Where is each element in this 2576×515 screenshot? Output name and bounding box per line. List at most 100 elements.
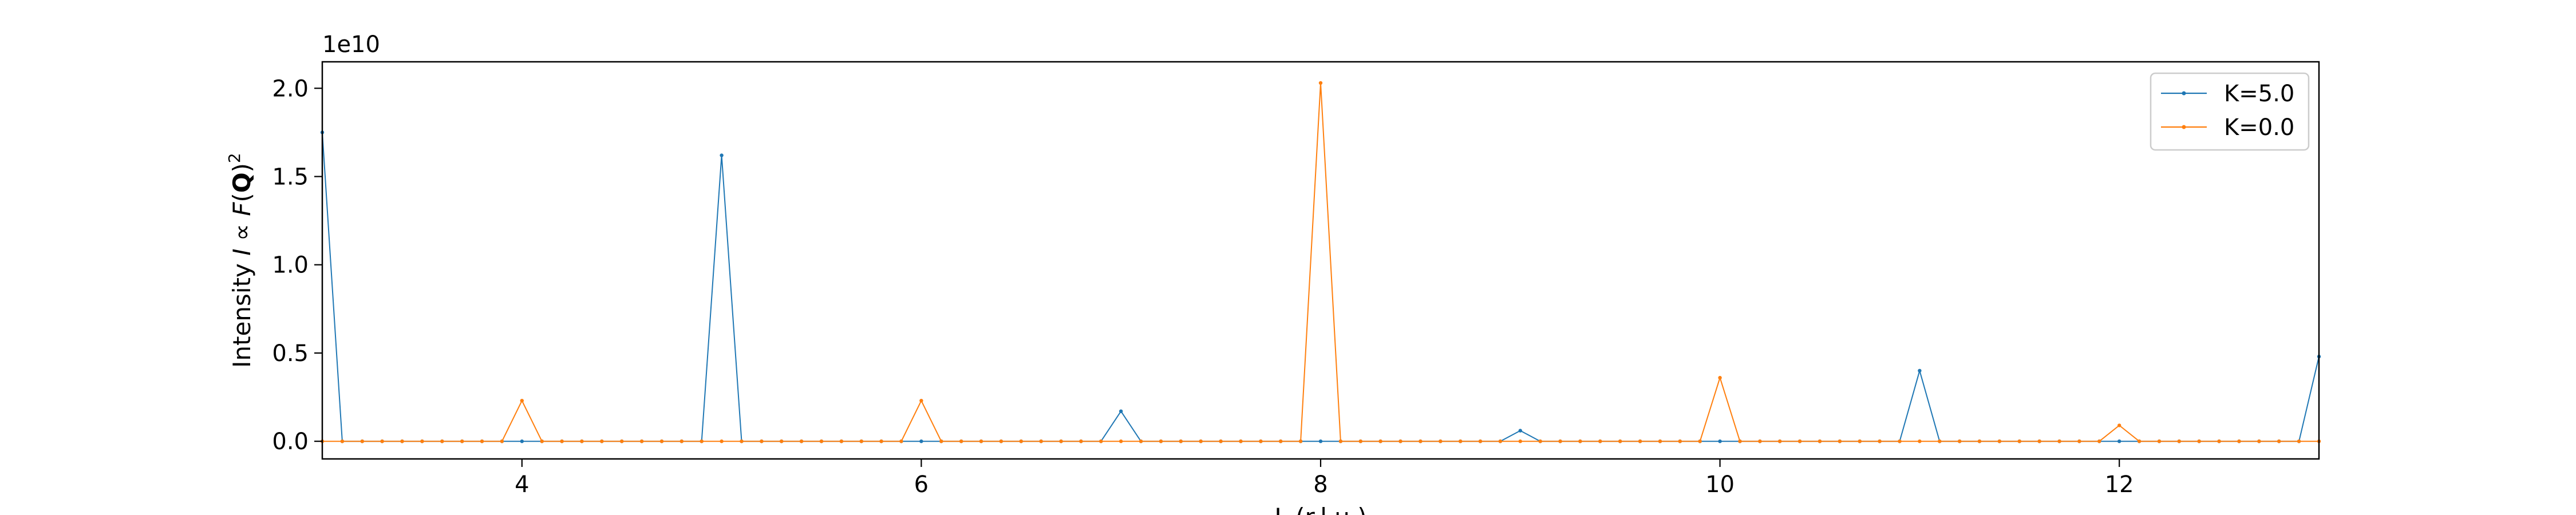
data-point [1259, 439, 1263, 443]
data-point [879, 439, 883, 443]
data-point [1059, 439, 1063, 443]
data-point [1898, 439, 1902, 443]
legend-label-k0: K=0.0 [2224, 114, 2294, 141]
data-point [1718, 375, 1722, 380]
data-point [2237, 439, 2241, 443]
data-point [1318, 81, 1323, 85]
data-point [400, 439, 404, 443]
y-axis-label: Intensity I ∝ F(Q)2 [225, 153, 256, 368]
data-point [1958, 439, 1962, 443]
data-point [1478, 439, 1483, 443]
data-point [1199, 439, 1203, 443]
data-point [679, 439, 684, 443]
data-point [420, 439, 424, 443]
x-axis-label: L (r.l.u.) [1274, 503, 1366, 515]
data-point [1279, 439, 1283, 443]
data-point [919, 399, 923, 403]
data-point [1439, 439, 1443, 443]
data-point [1738, 439, 1742, 443]
data-point [380, 439, 384, 443]
data-point [740, 439, 744, 443]
data-point [440, 439, 444, 443]
legend-entry-k0: K=0.0 [2161, 114, 2294, 141]
data-point [720, 153, 724, 157]
data-point [1997, 439, 2002, 443]
x-tick-label: 12 [2105, 472, 2134, 498]
data-point [700, 439, 704, 443]
y-label-propto: ∝ [228, 216, 256, 249]
data-point [1698, 439, 1702, 443]
data-point [659, 439, 664, 443]
data-point [639, 439, 644, 443]
y-label-prefix: Intensity [228, 256, 256, 368]
data-point [500, 439, 504, 443]
y-tick-label: 0.5 [272, 340, 309, 367]
data-point [2057, 439, 2061, 443]
data-point [480, 439, 484, 443]
data-point [1578, 439, 1582, 443]
data-point [1219, 439, 1223, 443]
data-point [939, 439, 943, 443]
legend: K=5.0 K=0.0 [2150, 72, 2310, 151]
data-point [780, 439, 784, 443]
x-tick-label: 6 [914, 472, 929, 498]
y-tick-label: 0.0 [272, 429, 309, 455]
data-point [1558, 439, 1562, 443]
y-label-q-vector: Q [228, 172, 256, 193]
data-point [979, 439, 983, 443]
y-axis: 0.0 0.5 1.0 1.5 2.0 [272, 76, 322, 455]
x-axis: 4 6 8 10 12 [515, 459, 2134, 498]
data-point [520, 399, 524, 403]
data-point [560, 439, 564, 443]
data-point [1818, 439, 1822, 443]
series-points-k-0-0 [320, 81, 2321, 443]
data-point [1838, 439, 1842, 443]
data-point [959, 439, 963, 443]
data-point [1678, 439, 1682, 443]
data-point [1918, 369, 1922, 373]
data-point [2177, 439, 2181, 443]
data-point [1119, 409, 1123, 413]
data-point [580, 439, 584, 443]
data-point [799, 439, 804, 443]
data-point [620, 439, 624, 443]
data-point [2137, 439, 2142, 443]
data-point [1079, 439, 1083, 443]
data-point [1099, 439, 1103, 443]
data-point [2217, 439, 2221, 443]
data-point [460, 439, 464, 443]
data-point [1977, 439, 1982, 443]
data-point [1378, 439, 1382, 443]
data-point [1518, 439, 1522, 443]
data-point [899, 439, 903, 443]
axes-background [322, 62, 2319, 459]
data-point [2277, 439, 2281, 443]
legend-marker-k0 [2182, 125, 2186, 129]
data-point [1298, 439, 1303, 443]
data-point [2157, 439, 2162, 443]
y-label-close-paren: ) [228, 163, 256, 172]
data-point [1019, 439, 1024, 443]
data-point [720, 439, 724, 443]
data-point [2077, 439, 2081, 443]
svg-text:Intensity I ∝ F(Q)2: Intensity I ∝ F(Q)2 [225, 153, 256, 368]
data-point [1938, 439, 1942, 443]
legend-entry-k5: K=5.0 [2161, 81, 2294, 107]
data-point [2017, 439, 2021, 443]
data-point [2257, 439, 2261, 443]
data-point [1618, 439, 1622, 443]
data-point [1918, 439, 1922, 443]
data-point [859, 439, 864, 443]
data-point [2197, 439, 2201, 443]
data-point [1718, 439, 1722, 443]
data-point [520, 439, 524, 443]
data-point [2297, 439, 2301, 443]
data-point [1638, 439, 1642, 443]
data-point [1797, 439, 1802, 443]
data-point [919, 439, 923, 443]
plot-area [320, 61, 2321, 460]
data-point [1858, 439, 1862, 443]
data-point [1419, 439, 1423, 443]
legend-frame [2150, 72, 2310, 151]
